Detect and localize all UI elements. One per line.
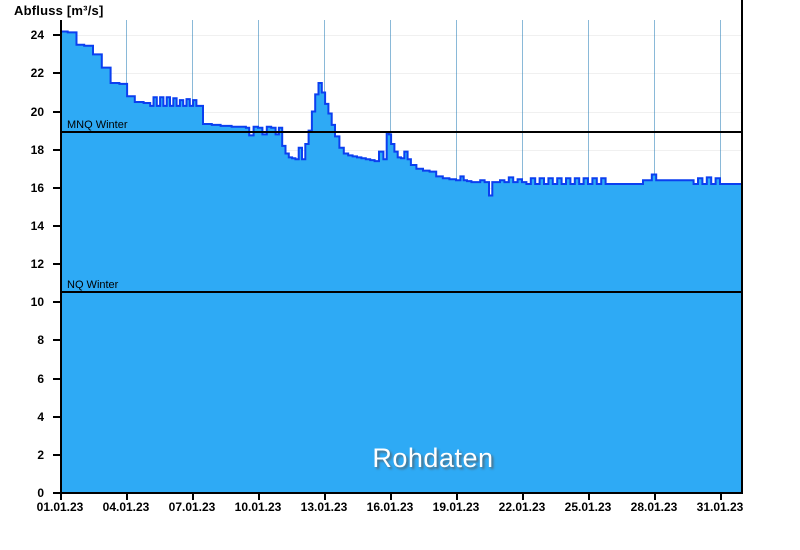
x-tick-mark [324, 492, 326, 500]
right-axis-line [741, 0, 743, 494]
x-tick-label: 28.01.23 [630, 500, 678, 514]
y-tick-label: 12 [30, 257, 44, 272]
y-tick-label: 6 [37, 371, 44, 386]
x-tick-label: 10.01.23 [234, 500, 282, 514]
y-tick-mark [53, 301, 61, 304]
y-tick-label: 8 [37, 333, 44, 348]
y-tick-mark [53, 110, 61, 113]
y-tick-mark [53, 492, 61, 494]
y-tick-mark [53, 415, 61, 418]
y-tick-label: 4 [37, 409, 44, 424]
y-tick-mark [53, 453, 61, 456]
x-tick-label: 22.01.23 [498, 500, 546, 514]
discharge-area-series [60, 20, 742, 493]
discharge-step-line [60, 31, 742, 195]
y-tick-label: 22 [30, 66, 44, 81]
y-tick-mark [53, 377, 61, 380]
y-tick-label: 0 [37, 486, 44, 500]
x-tick-mark [654, 492, 656, 500]
x-tick-label: 25.01.23 [564, 500, 612, 514]
x-tick-mark [390, 492, 392, 500]
x-tick-mark [522, 492, 524, 500]
plot-area [60, 20, 742, 494]
threshold-line [60, 290, 743, 293]
x-tick-label: 19.01.23 [432, 500, 480, 514]
gridline-h [60, 35, 742, 37]
gridline-h [60, 149, 742, 151]
x-tick-mark [60, 492, 62, 500]
y-tick-mark [53, 263, 61, 266]
y-tick-label: 18 [30, 142, 44, 157]
gridline-h [60, 111, 742, 113]
y-tick-mark [53, 186, 61, 189]
y-axis-line [60, 20, 62, 494]
threshold-label: MNQ Winter [67, 118, 128, 131]
x-tick-label: 31.01.23 [696, 500, 744, 514]
x-tick-mark [126, 492, 128, 500]
y-tick-label: 16 [30, 180, 44, 195]
threshold-line [60, 130, 743, 133]
y-tick-label: 14 [30, 218, 44, 233]
y-tick-mark [53, 34, 61, 37]
x-tick-label: 04.01.23 [102, 500, 150, 514]
discharge-area-fill [60, 31, 742, 493]
y-tick-mark [53, 148, 61, 151]
y-tick-mark [53, 224, 61, 227]
x-tick-mark [192, 492, 194, 500]
y-tick-mark [53, 339, 61, 342]
x-tick-mark [588, 492, 590, 500]
x-tick-mark [720, 492, 722, 500]
gridline-h [60, 73, 742, 75]
chart-title: Abfluss [m³/s] [14, 3, 104, 18]
x-tick-label: 13.01.23 [300, 500, 348, 514]
y-tick-label: 10 [30, 295, 44, 310]
y-tick-label: 24 [30, 28, 44, 43]
threshold-label: NQ Winter [67, 278, 119, 291]
watermark-rohdaten: Rohdaten [372, 443, 494, 474]
y-tick-label: 20 [30, 104, 44, 119]
y-tick-label: 2 [37, 447, 44, 462]
x-tick-mark [258, 492, 260, 500]
x-tick-mark [456, 492, 458, 500]
y-tick-mark [53, 72, 61, 75]
x-tick-label: 07.01.23 [168, 500, 216, 514]
x-tick-label: 16.01.23 [366, 500, 414, 514]
x-tick-label: 01.01.23 [36, 500, 84, 514]
x-axis-line [60, 492, 743, 494]
